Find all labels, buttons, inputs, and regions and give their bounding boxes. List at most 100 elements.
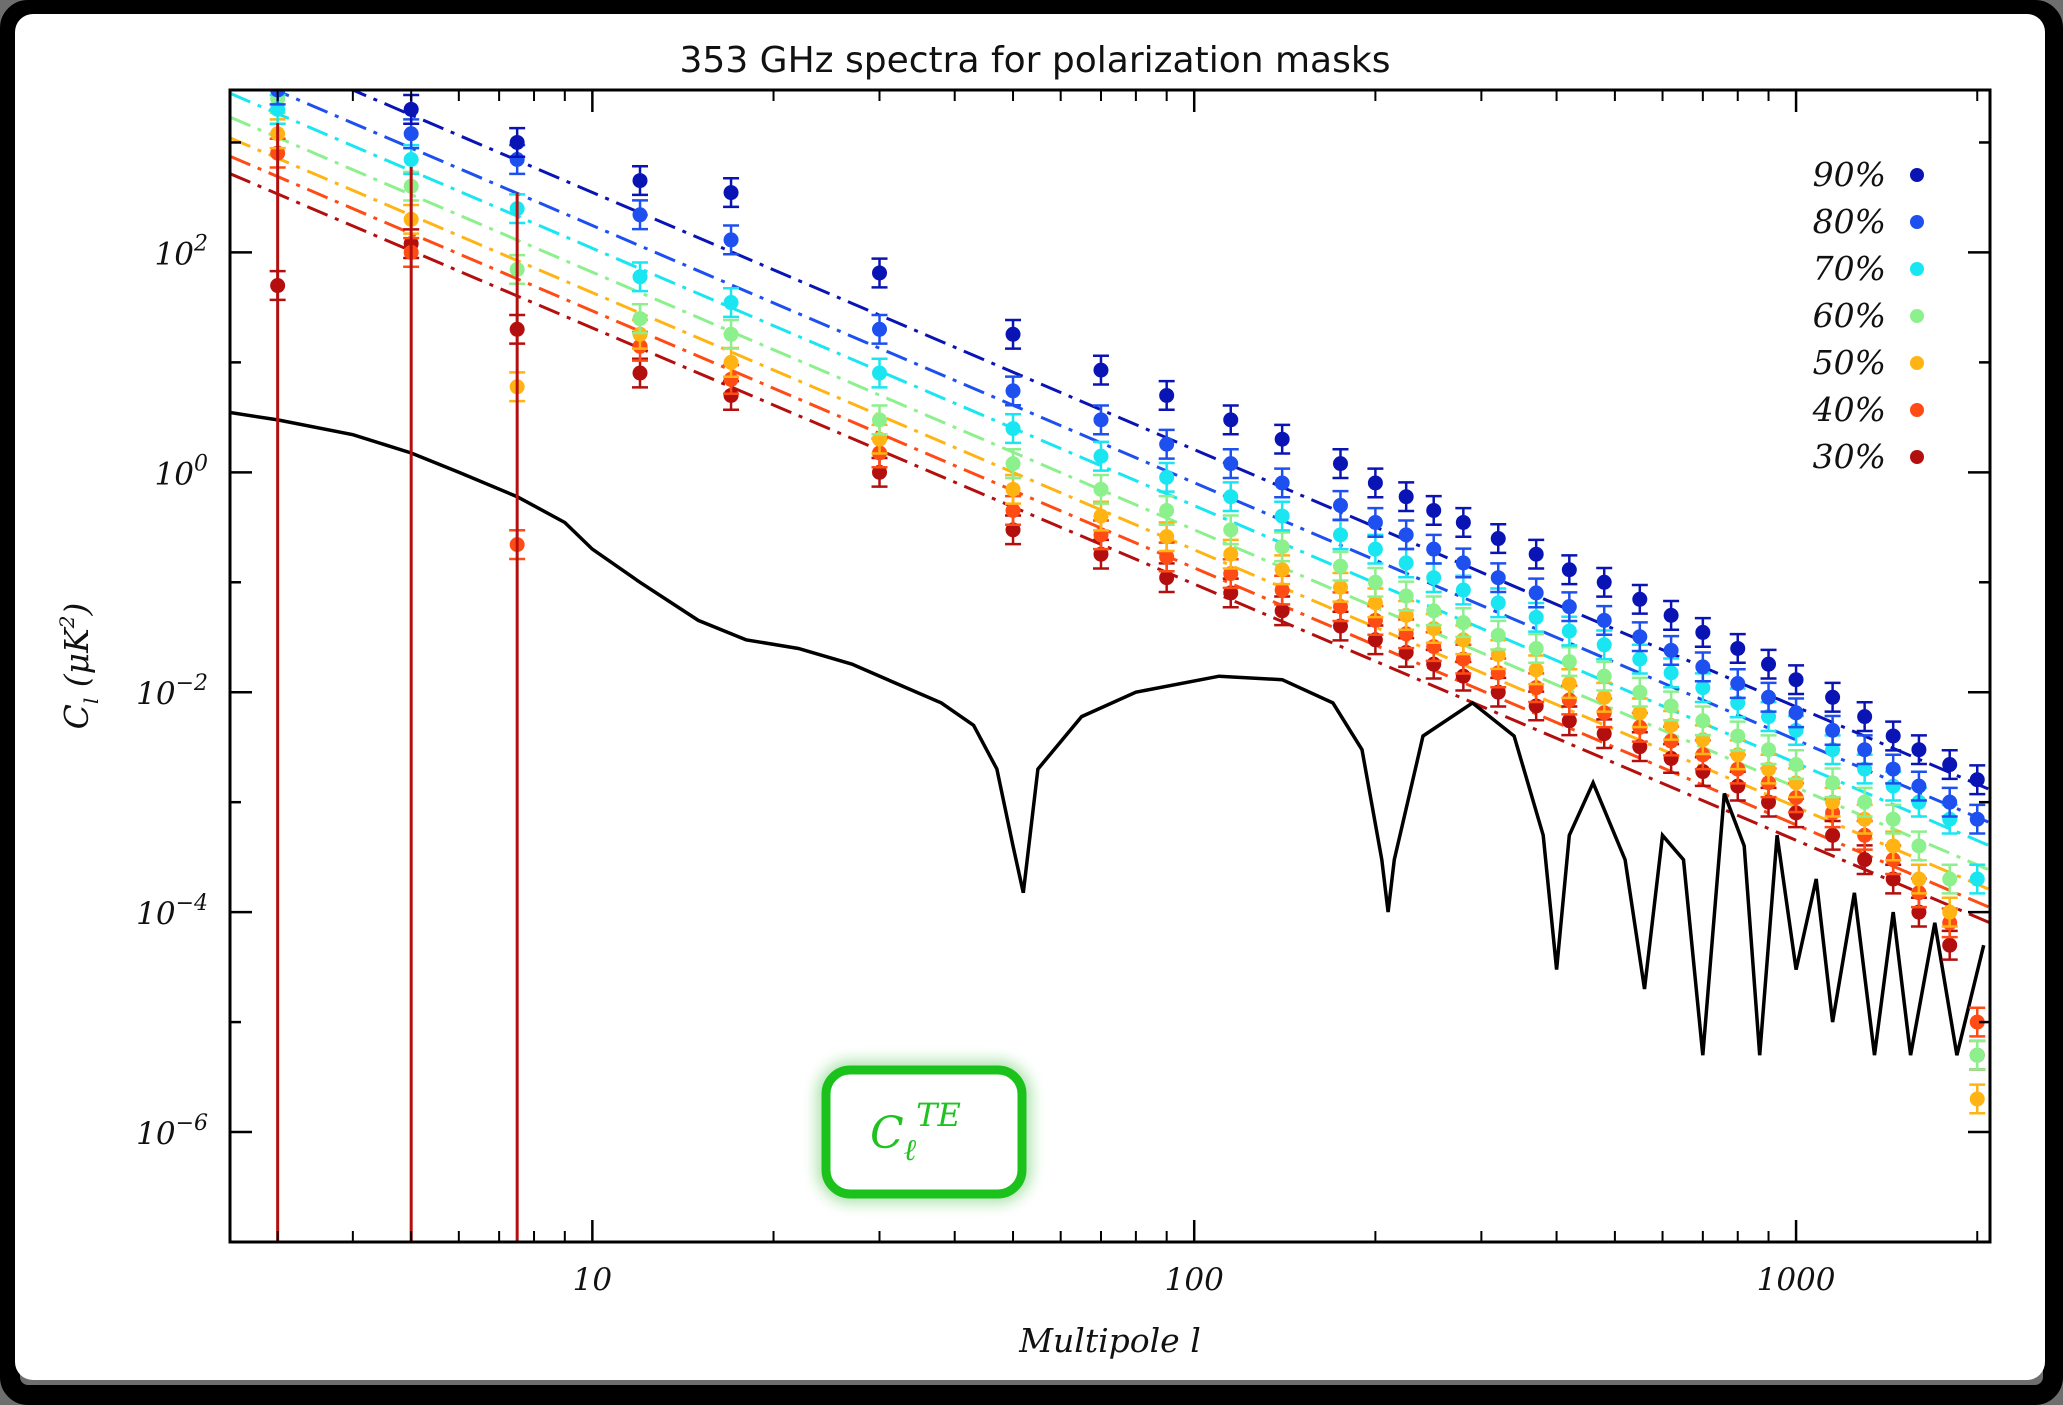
data-point xyxy=(1969,811,1985,827)
data-point xyxy=(1596,574,1612,590)
y-tick-label: 10−4 xyxy=(136,891,208,932)
data-point xyxy=(1857,827,1873,843)
data-point xyxy=(1455,582,1471,598)
data-point xyxy=(1788,705,1804,721)
data-point xyxy=(872,365,888,381)
data-point xyxy=(1942,904,1958,920)
fit-line xyxy=(348,90,1990,792)
x-tick-label: 100 xyxy=(1165,1262,1224,1298)
data-point xyxy=(1490,627,1506,643)
data-point xyxy=(1426,570,1442,586)
data-point xyxy=(1223,489,1239,505)
data-point xyxy=(1561,623,1577,639)
y-tick-label: 10−2 xyxy=(136,671,208,712)
fit-line xyxy=(230,115,1990,872)
data-point xyxy=(1367,514,1383,530)
annotation-text: CℓTE xyxy=(870,1096,961,1168)
data-point xyxy=(1663,642,1679,658)
y-axis-label: Cl (μK2) xyxy=(55,603,103,730)
data-point xyxy=(1223,585,1239,601)
data-point xyxy=(1596,668,1612,684)
data-point xyxy=(1663,698,1679,714)
cl-te-annotation: CℓTE xyxy=(821,1065,1027,1199)
data-point xyxy=(1788,757,1804,773)
data-point xyxy=(1632,591,1648,607)
data-point xyxy=(1332,579,1348,595)
data-point xyxy=(1969,1091,1985,1107)
data-point xyxy=(632,365,648,381)
data-point xyxy=(403,126,419,142)
data-point xyxy=(632,173,648,189)
data-point xyxy=(1093,412,1109,428)
data-point xyxy=(1455,514,1471,530)
data-point xyxy=(1223,546,1239,562)
data-point xyxy=(632,311,648,327)
data-point xyxy=(1561,676,1577,692)
data-point xyxy=(1857,852,1873,868)
data-point xyxy=(1367,632,1383,648)
data-point xyxy=(1426,603,1442,619)
data-point xyxy=(1596,726,1612,742)
data-point xyxy=(723,185,739,201)
data-point xyxy=(723,326,739,342)
fit-line xyxy=(271,90,1990,825)
data-point xyxy=(1426,541,1442,557)
data-point xyxy=(1761,656,1777,672)
data-point xyxy=(1332,618,1348,634)
data-point xyxy=(1398,588,1414,604)
data-point xyxy=(1455,555,1471,571)
data-point xyxy=(1885,728,1901,744)
legend: 90% 80% 70% 60% 50% 40% 30% xyxy=(1812,155,1924,476)
data-point xyxy=(1528,546,1544,562)
data-point xyxy=(1632,739,1648,755)
data-point xyxy=(1761,709,1777,725)
data-point xyxy=(1005,522,1021,538)
data-point xyxy=(632,207,648,223)
x-axis-label: Multipole l xyxy=(1018,1321,1201,1360)
legend-marker xyxy=(1910,403,1924,417)
legend-label: 90% xyxy=(1813,155,1886,194)
data-point xyxy=(1159,502,1175,518)
data-point xyxy=(1885,761,1901,777)
data-point xyxy=(1159,549,1175,565)
data-point xyxy=(1911,794,1927,810)
data-point xyxy=(270,101,286,117)
legend-marker xyxy=(1910,168,1924,182)
data-point xyxy=(1596,689,1612,705)
data-point xyxy=(1561,599,1577,615)
data-point xyxy=(403,151,419,167)
fit-line xyxy=(230,172,1990,925)
data-point xyxy=(1632,651,1648,667)
data-point xyxy=(1911,838,1927,854)
x-tick-label: 1000 xyxy=(1757,1262,1836,1298)
data-point xyxy=(1825,689,1841,705)
data-point xyxy=(1093,481,1109,497)
data-point xyxy=(1159,469,1175,485)
data-point xyxy=(1695,764,1711,780)
data-point xyxy=(1159,570,1175,586)
theory-curve xyxy=(230,410,1986,1056)
data-point xyxy=(1528,662,1544,678)
legend-label: 70% xyxy=(1813,249,1886,288)
data-point xyxy=(1825,742,1841,758)
x-tick-label: 10 xyxy=(573,1262,612,1298)
data-point xyxy=(1761,794,1777,810)
data-point xyxy=(1332,497,1348,513)
data-point xyxy=(509,134,525,150)
data-point xyxy=(1761,689,1777,705)
data-point xyxy=(1825,794,1841,810)
data-point xyxy=(1005,326,1021,342)
y-tick-label: 100 xyxy=(155,451,208,492)
data-point xyxy=(270,49,285,64)
data-point xyxy=(1632,684,1648,700)
data-point xyxy=(723,387,739,403)
data-point xyxy=(1825,722,1841,738)
data-point xyxy=(403,101,419,117)
data-point xyxy=(723,295,739,311)
legend-label: 50% xyxy=(1813,343,1886,382)
data-point xyxy=(1561,562,1577,578)
annotation-box xyxy=(821,1065,1027,1199)
data-point xyxy=(1367,541,1383,557)
data-point xyxy=(1274,508,1290,524)
